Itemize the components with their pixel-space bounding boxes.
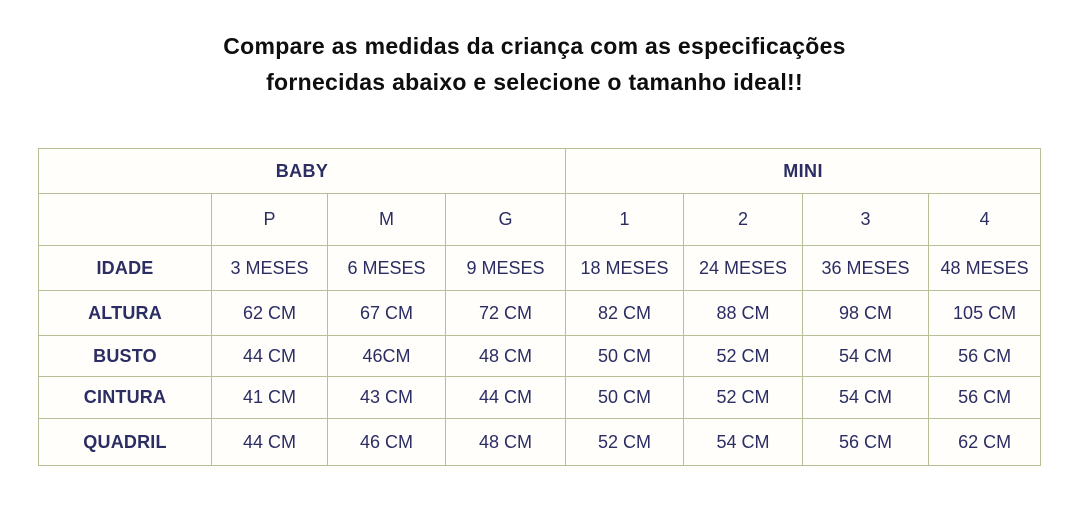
col-header-3: 3 — [802, 193, 930, 246]
table-row-cintura: CINTURA 41 CM 43 CM 44 CM 50 CM 52 CM 54… — [38, 376, 1042, 419]
row-label-quadril: QUADRIL — [38, 418, 212, 466]
col-header-2: 2 — [683, 193, 804, 246]
cell-cintura-4: 56 CM — [928, 376, 1042, 419]
table-row-busto: BUSTO 44 CM 46CM 48 CM 50 CM 52 CM 54 CM… — [38, 335, 1042, 377]
cell-cintura-m: 43 CM — [327, 376, 446, 419]
row-label-busto: BUSTO — [38, 335, 212, 377]
page-title-line1: Compare as medidas da criança com as esp… — [223, 33, 846, 59]
cell-quadril-g: 48 CM — [444, 418, 567, 466]
cell-idade-1: 18 MESES — [565, 245, 685, 291]
cell-altura-1: 82 CM — [565, 290, 685, 336]
cell-cintura-3: 54 CM — [802, 376, 930, 419]
cell-quadril-2: 54 CM — [683, 418, 804, 466]
cell-busto-4: 56 CM — [928, 335, 1042, 377]
row-label-idade: IDADE — [38, 245, 212, 291]
size-header-row: P M G 1 2 3 4 — [38, 193, 1042, 246]
cell-idade-g: 9 MESES — [444, 245, 567, 291]
cell-busto-m: 46CM — [327, 335, 446, 377]
cell-idade-p: 3 MESES — [211, 245, 328, 291]
cell-quadril-3: 56 CM — [802, 418, 930, 466]
cell-altura-4: 105 CM — [928, 290, 1042, 336]
cell-idade-4: 48 MESES — [928, 245, 1042, 291]
cell-altura-2: 88 CM — [683, 290, 804, 336]
cell-idade-m: 6 MESES — [327, 245, 446, 291]
cell-cintura-p: 41 CM — [211, 376, 328, 419]
cell-quadril-p: 44 CM — [211, 418, 328, 466]
col-header-4: 4 — [928, 193, 1042, 246]
cell-altura-g: 72 CM — [444, 290, 567, 336]
cell-busto-2: 52 CM — [683, 335, 804, 377]
size-header-empty-cell — [38, 193, 212, 246]
cell-idade-3: 36 MESES — [802, 245, 930, 291]
cell-busto-g: 48 CM — [444, 335, 567, 377]
row-label-altura: ALTURA — [38, 290, 212, 336]
page-title-line2: fornecidas abaixo e selecione o tamanho … — [266, 69, 803, 95]
page-title: Compare as medidas da criança com as esp… — [0, 28, 1069, 100]
cell-idade-2: 24 MESES — [683, 245, 804, 291]
col-header-g: G — [444, 193, 567, 246]
size-chart-table: BABY MINI P M G 1 2 3 4 IDADE 3 MESES 6 … — [37, 148, 1042, 466]
col-header-m: M — [327, 193, 446, 246]
cell-busto-1: 50 CM — [565, 335, 685, 377]
group-header-row: BABY MINI — [37, 148, 1042, 194]
table-row-idade: IDADE 3 MESES 6 MESES 9 MESES 18 MESES 2… — [38, 245, 1042, 291]
cell-quadril-1: 52 CM — [565, 418, 685, 466]
cell-busto-p: 44 CM — [211, 335, 328, 377]
cell-altura-3: 98 CM — [802, 290, 930, 336]
cell-altura-m: 67 CM — [327, 290, 446, 336]
cell-quadril-m: 46 CM — [327, 418, 446, 466]
group-header-mini: MINI — [565, 148, 1042, 194]
table-row-altura: ALTURA 62 CM 67 CM 72 CM 82 CM 88 CM 98 … — [38, 290, 1042, 336]
col-header-1: 1 — [565, 193, 685, 246]
group-header-baby: BABY — [37, 148, 567, 194]
cell-cintura-1: 50 CM — [565, 376, 685, 419]
table-row-quadril: QUADRIL 44 CM 46 CM 48 CM 52 CM 54 CM 56… — [38, 418, 1042, 466]
cell-altura-p: 62 CM — [211, 290, 328, 336]
cell-cintura-g: 44 CM — [444, 376, 567, 419]
row-label-cintura: CINTURA — [38, 376, 212, 419]
cell-cintura-2: 52 CM — [683, 376, 804, 419]
col-header-p: P — [211, 193, 328, 246]
cell-quadril-4: 62 CM — [928, 418, 1042, 466]
cell-busto-3: 54 CM — [802, 335, 930, 377]
